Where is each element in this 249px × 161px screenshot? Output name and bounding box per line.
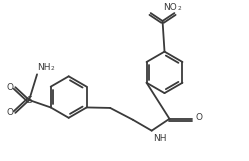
Text: NH: NH xyxy=(37,63,51,72)
Text: O: O xyxy=(195,113,202,122)
Text: $_2$: $_2$ xyxy=(50,64,55,73)
Text: S: S xyxy=(26,95,32,104)
Text: NO: NO xyxy=(164,3,177,12)
Text: O: O xyxy=(6,83,13,92)
Text: O: O xyxy=(6,108,13,117)
Text: $_2$: $_2$ xyxy=(177,4,183,13)
Text: NH: NH xyxy=(153,134,166,143)
